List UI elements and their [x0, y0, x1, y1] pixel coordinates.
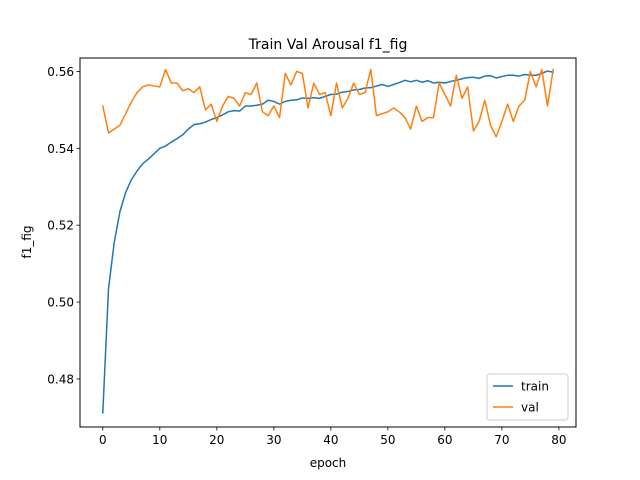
chart-title: Train Val Arousal f1_fig — [248, 37, 408, 53]
x-tick-label: 80 — [551, 433, 566, 447]
y-tick-label: 0.52 — [47, 219, 74, 233]
x-tick-label: 40 — [323, 433, 338, 447]
x-axis-label: epoch — [310, 456, 347, 470]
y-tick-label: 0.50 — [47, 296, 74, 310]
y-tick-label: 0.54 — [47, 142, 74, 156]
x-ticks: 0 10 20 30 40 50 60 70 80 — [99, 427, 567, 447]
legend-label-val: val — [521, 401, 539, 415]
x-tick-label: 50 — [380, 433, 395, 447]
y-axis-label: f1_fig — [20, 225, 34, 258]
plot-area — [79, 57, 577, 428]
axes-frame — [79, 57, 577, 428]
x-tick-label: 0 — [99, 433, 107, 447]
x-tick-label: 30 — [266, 433, 281, 447]
x-tick-label: 60 — [437, 433, 452, 447]
series-line-val — [101, 68, 555, 138]
series-line-train — [102, 70, 555, 414]
legend-label-train: train — [521, 380, 549, 394]
x-tick-label: 20 — [209, 433, 224, 447]
legend: train val — [486, 373, 569, 421]
series-layer — [101, 68, 555, 414]
y-ticks: 0.48 0.50 0.52 0.54 0.56 — [47, 65, 80, 386]
y-tick-label: 0.48 — [47, 372, 74, 386]
x-tick-label: 10 — [152, 433, 167, 447]
x-tick-label: 70 — [494, 433, 509, 447]
y-tick-label: 0.56 — [47, 65, 74, 79]
